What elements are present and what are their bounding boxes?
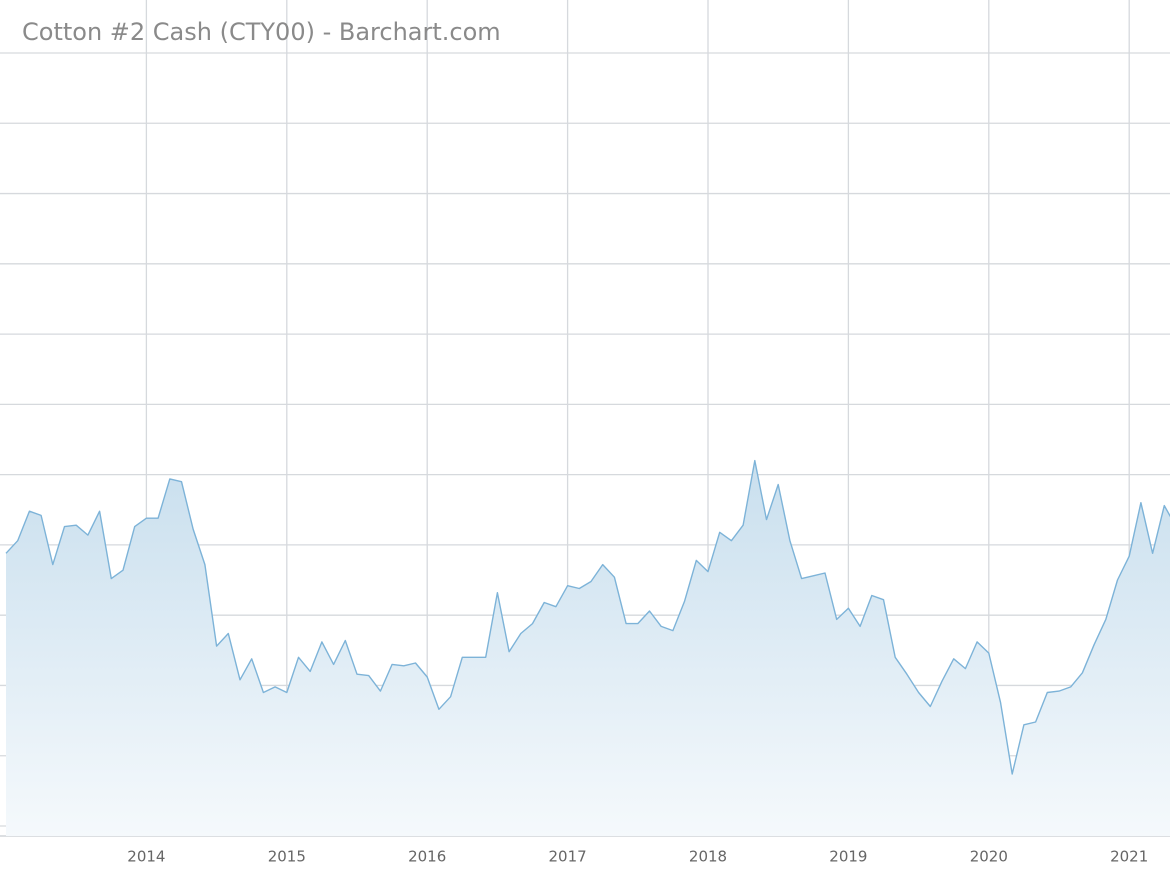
x-tick-label: 2019	[829, 848, 867, 866]
x-tick-label: 2021	[1110, 848, 1148, 866]
x-tick-label: 2016	[408, 848, 446, 866]
x-tick-label: 2020	[970, 848, 1008, 866]
x-tick-label: 2018	[689, 848, 727, 866]
labels: 2014 2015 2016 2017 2018 2019 2020 2021	[127, 848, 1148, 866]
price-line	[5, 459, 1170, 775]
x-tick-label: 2015	[268, 848, 306, 866]
x-tick-label: 2014	[127, 848, 165, 866]
x-tick-label: 2017	[549, 848, 587, 866]
chart-title: Cotton #2 Cash (CTY00) - Barchart.com	[22, 18, 501, 46]
plot	[5, 459, 1170, 836]
area-fill	[6, 460, 1170, 836]
